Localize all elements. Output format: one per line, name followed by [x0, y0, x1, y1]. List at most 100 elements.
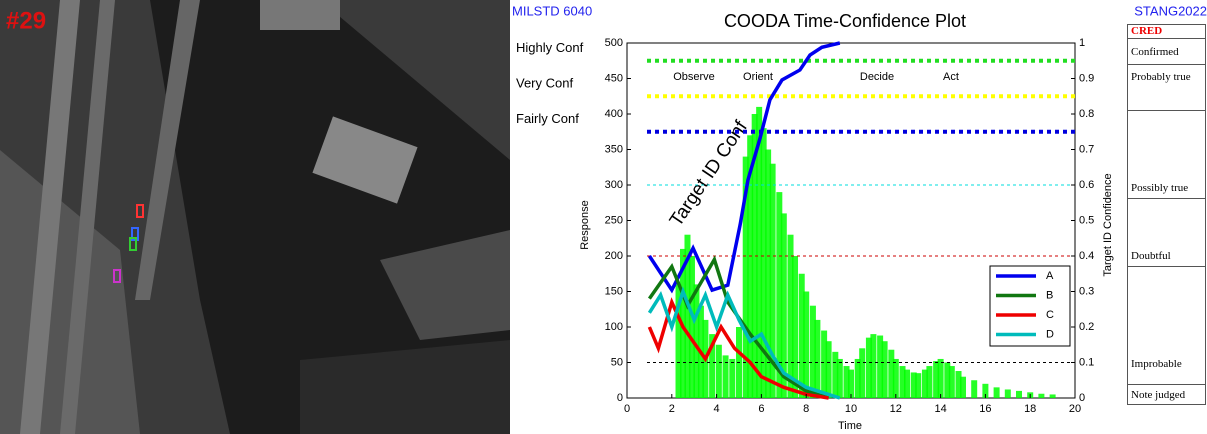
response-bar	[836, 358, 843, 398]
response-bar	[971, 380, 978, 398]
response-bar	[944, 362, 951, 398]
response-bar	[948, 366, 955, 398]
y-axis-label: Response	[579, 200, 591, 250]
response-bar	[756, 106, 763, 399]
y2-tick-label: 0.3	[1079, 285, 1094, 297]
response-bar	[899, 366, 906, 398]
response-bar	[792, 256, 798, 398]
response-bar	[870, 334, 877, 398]
y-tick-label: 400	[605, 108, 623, 120]
response-bar	[798, 273, 805, 398]
table-cell: Note judged	[1127, 384, 1206, 405]
y2-tick-label: 0.6	[1079, 179, 1094, 191]
response-bar	[1004, 389, 1011, 398]
table-cell: Probably true	[1127, 64, 1206, 111]
y2-tick-label: 0.4	[1079, 250, 1094, 262]
phase-label: Act	[943, 71, 959, 83]
legend-box	[989, 265, 1071, 347]
response-bar	[825, 341, 832, 398]
response-bar	[848, 369, 854, 398]
x-tick-label: 2	[669, 403, 675, 415]
response-bar	[675, 284, 682, 398]
confidence-label: Very Conf	[516, 76, 573, 91]
y2-tick-label: 1	[1079, 37, 1085, 49]
header-left: MILSTD 6040	[512, 3, 592, 18]
response-bar	[769, 163, 776, 398]
response-bar	[722, 355, 729, 398]
response-bar	[814, 319, 821, 398]
response-bar	[877, 335, 884, 398]
table-cell: Doubtful	[1127, 198, 1206, 267]
y2-tick-label: 0.7	[1079, 143, 1094, 155]
response-bar	[787, 234, 794, 398]
series-line	[647, 286, 841, 400]
table-cell: Improbable	[1127, 266, 1206, 385]
response-bar	[955, 371, 962, 398]
y-tick-label: 100	[605, 321, 623, 333]
response-bar	[881, 341, 888, 398]
phase-label: Decide	[860, 71, 894, 83]
response-bar	[982, 383, 989, 398]
y2-tick-label: 0.5	[1079, 214, 1094, 226]
curve-annotation: Target ID Conf	[666, 117, 752, 231]
response-bar	[821, 330, 828, 398]
response-bar	[688, 256, 695, 398]
legend-label: C	[1046, 309, 1054, 321]
response-bar	[780, 213, 787, 398]
x-tick-label: 10	[845, 403, 857, 415]
confidence-label: Fairly Conf	[516, 111, 579, 126]
table-cell: Possibly true	[1127, 110, 1206, 199]
y-tick-label: 350	[605, 143, 623, 155]
response-bar	[854, 358, 861, 398]
legend-label: D	[1046, 328, 1054, 340]
y2-tick-label: 0.2	[1079, 321, 1094, 333]
y2-tick-label: 0	[1079, 392, 1085, 404]
image-label: #29	[6, 7, 46, 34]
response-bar	[1049, 394, 1056, 398]
response-bar	[684, 234, 691, 398]
x-tick-label: 14	[934, 403, 946, 415]
response-bar	[915, 373, 922, 398]
table-header: CRED	[1127, 24, 1206, 39]
response-bar	[742, 156, 749, 398]
response-bar	[832, 351, 839, 398]
response-bar	[859, 348, 866, 398]
response-bar	[776, 192, 783, 398]
response-bar	[937, 358, 944, 398]
x-tick-label: 4	[714, 403, 720, 415]
cred-table: CRED Confirmed Probably true Possibly tr…	[1127, 24, 1206, 405]
response-bar	[1016, 390, 1022, 398]
legend-label: B	[1046, 289, 1053, 301]
y-tick-label: 50	[611, 356, 623, 368]
response-bar	[843, 366, 850, 398]
response-bar	[892, 358, 899, 398]
response-bar	[933, 361, 940, 398]
y2-axis-label: Target ID Confidence	[1102, 173, 1114, 276]
y-tick-label: 450	[605, 72, 623, 84]
y-tick-label: 0	[617, 392, 623, 404]
x-tick-label: 20	[1069, 403, 1081, 415]
table-cell: Confirmed	[1127, 38, 1206, 65]
x-tick-label: 6	[758, 403, 764, 415]
y-tick-label: 250	[605, 214, 623, 226]
response-bar	[865, 337, 872, 398]
response-bar	[751, 114, 758, 398]
header-right: STANG2022	[1134, 3, 1207, 18]
x-tick-label: 12	[890, 403, 902, 415]
x-tick-label: 8	[803, 403, 809, 415]
phase-label: Observe	[673, 71, 715, 83]
x-tick-label: 0	[624, 403, 630, 415]
response-bar	[803, 291, 810, 398]
x-axis-label: Time	[838, 420, 862, 432]
aerial-image	[0, 0, 510, 434]
response-bar	[693, 284, 700, 398]
y-tick-label: 200	[605, 250, 623, 262]
y-tick-label: 150	[605, 285, 623, 297]
phase-label: Orient	[743, 71, 773, 83]
response-bar	[926, 366, 933, 398]
chart-title: COODA Time-Confidence Plot	[724, 11, 966, 31]
response-bar	[904, 369, 910, 398]
response-bar	[747, 135, 754, 399]
legend-label: A	[1046, 270, 1054, 282]
